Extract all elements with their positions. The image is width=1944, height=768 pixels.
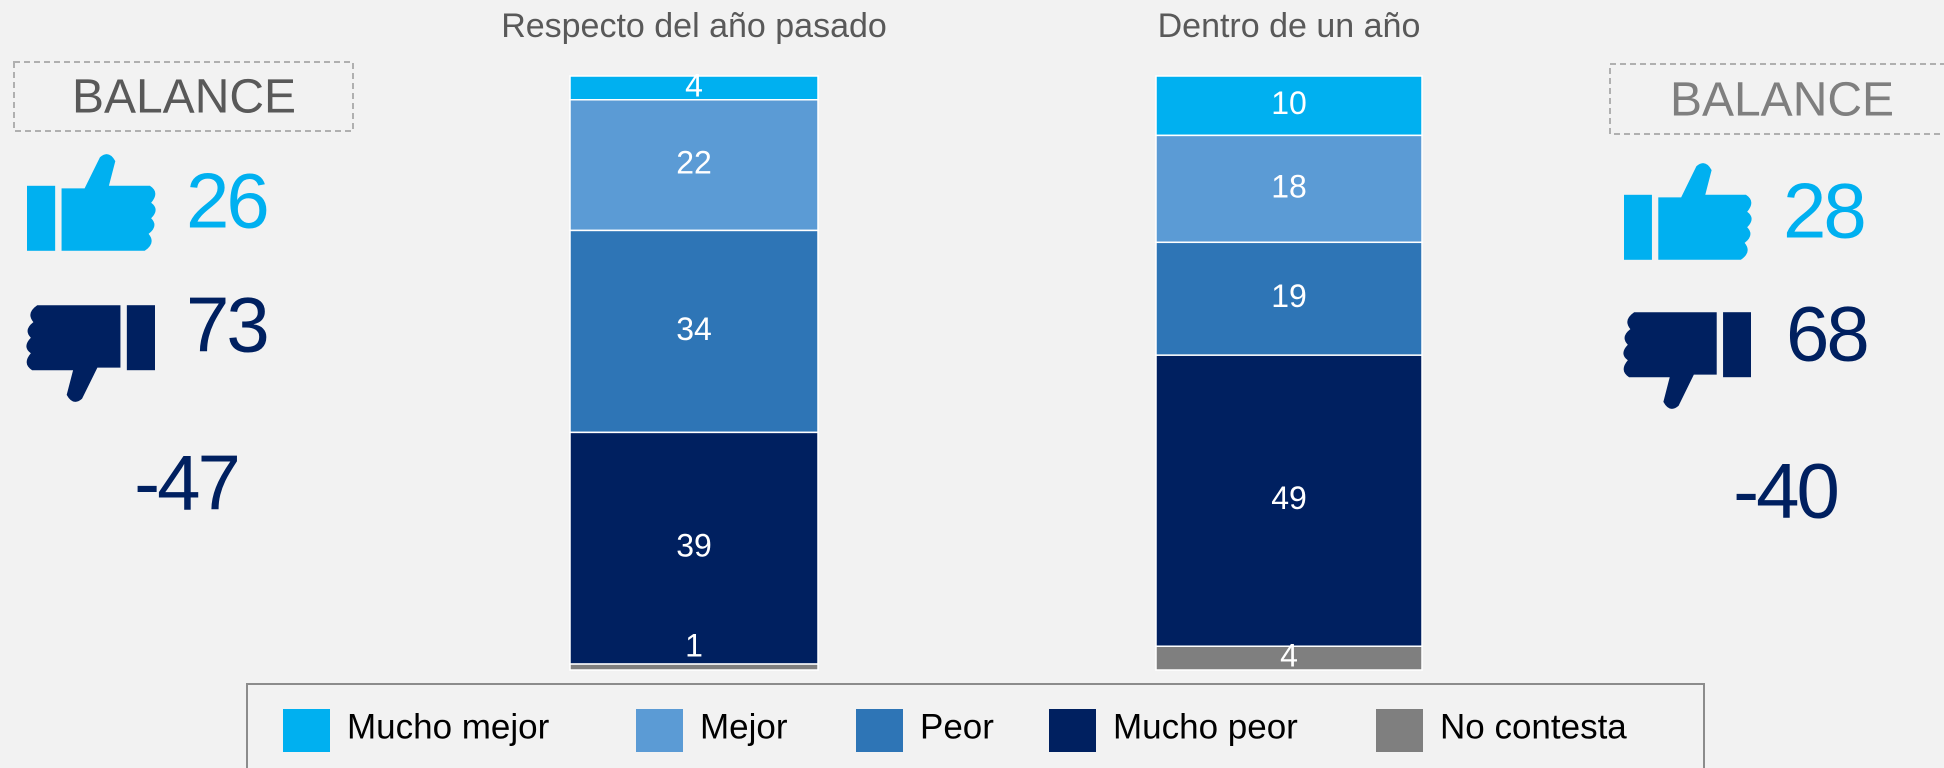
balance-label: BALANCE	[72, 71, 296, 124]
data-label: 49	[1271, 480, 1307, 516]
balance-net: -47	[134, 439, 238, 527]
balance-positive: 28	[1783, 167, 1864, 255]
bar-segment	[1155, 645, 1423, 671]
balance-label: BALANCE	[1670, 74, 1894, 127]
legend-swatch	[283, 709, 330, 752]
data-label: 18	[1271, 168, 1307, 204]
data-label: 4	[685, 67, 703, 103]
category-label: Respecto del año pasado	[501, 7, 887, 45]
legend-label: Mucho peor	[1113, 707, 1298, 746]
legend-swatch	[1376, 709, 1423, 752]
data-label: 39	[676, 528, 712, 564]
legend-swatch	[856, 709, 903, 752]
thumb-down-icon	[26, 305, 156, 402]
bar-segment	[569, 431, 819, 665]
legend-label: Peor	[920, 707, 994, 746]
balance-negative: 73	[186, 281, 267, 369]
data-label: 4	[1280, 638, 1298, 674]
bar-segment	[1155, 354, 1423, 647]
legend-swatch	[636, 709, 683, 752]
bar-segment	[1155, 241, 1423, 356]
bar-segment	[569, 663, 819, 671]
balance-negative: 68	[1786, 290, 1867, 378]
legend-label: Mucho mejor	[347, 707, 550, 746]
balance-positive: 26	[186, 157, 267, 245]
data-label: 10	[1271, 85, 1307, 121]
thumb-up-icon	[1624, 163, 1752, 260]
data-label: 1	[685, 628, 703, 664]
legend-swatch	[1049, 709, 1096, 752]
bar-segment	[569, 99, 819, 232]
thumb-down-icon	[1623, 312, 1751, 409]
data-label: 34	[676, 311, 712, 347]
legend-label: Mejor	[700, 707, 788, 746]
data-label: 22	[676, 145, 712, 181]
bar-segment	[569, 229, 819, 434]
thumb-up-icon	[27, 154, 156, 251]
legend-box	[246, 683, 1705, 768]
data-label: 19	[1271, 278, 1307, 314]
balance-box	[13, 61, 354, 132]
legend-label: No contesta	[1440, 707, 1627, 746]
balance-net: -40	[1733, 447, 1837, 535]
balance-box	[1609, 63, 1944, 135]
category-label: Dentro de un año	[1158, 7, 1421, 45]
bar-segment	[1155, 134, 1423, 244]
